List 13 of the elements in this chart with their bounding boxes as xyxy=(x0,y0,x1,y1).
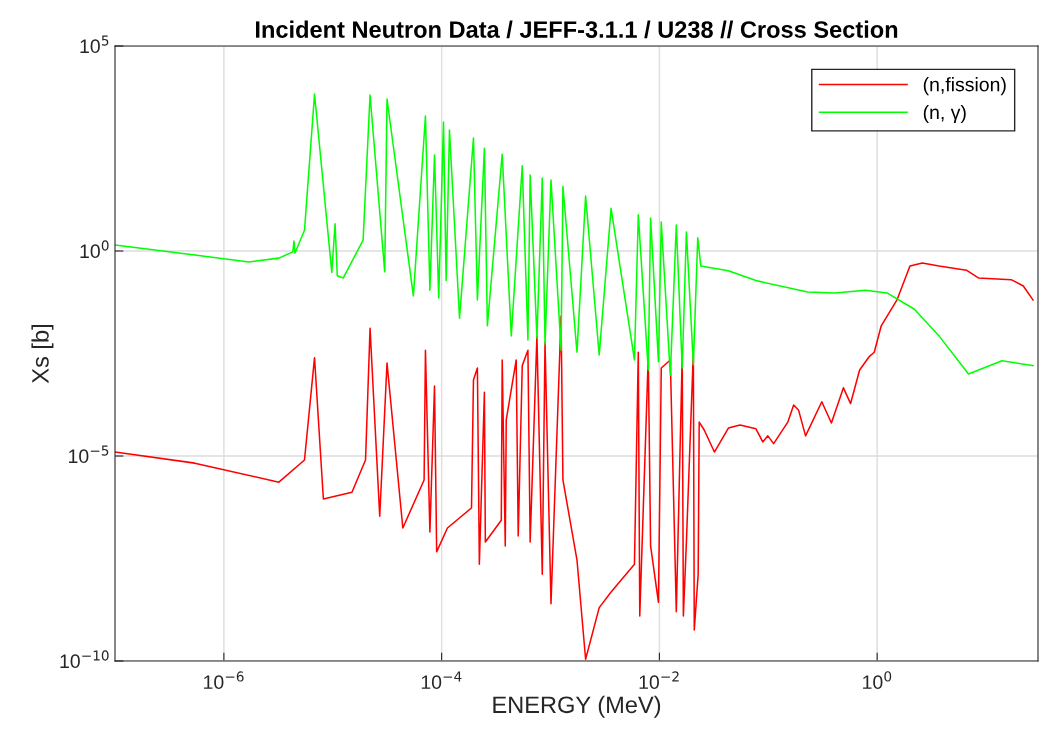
legend-label: (n, γ) xyxy=(923,104,966,124)
x-tick-label: 10$^{−2}$ xyxy=(639,671,679,690)
y-tick-label: 10$^{0}$ xyxy=(80,240,109,259)
x-axis-title: ENERGY (MeV) xyxy=(493,695,661,718)
x-tick-label: 10$^{−6}$ xyxy=(204,671,244,690)
y-axis-title: Xs [b] xyxy=(31,325,54,384)
legend-label: (n,fission) xyxy=(923,77,1006,96)
x-tick-label: 10$^{0}$ xyxy=(863,671,892,690)
chart-title: Incident Neutron Data / JEFF-3.1.1 / U238 // Cross Section xyxy=(255,20,898,39)
y-tick-label: 10$^{5}$ xyxy=(80,35,109,54)
y-tick-label: 10$^{−10}$ xyxy=(60,650,109,669)
y-tick-label: 10$^{−5}$ xyxy=(69,445,109,464)
x-tick-label: 10$^{−4}$ xyxy=(421,671,462,690)
